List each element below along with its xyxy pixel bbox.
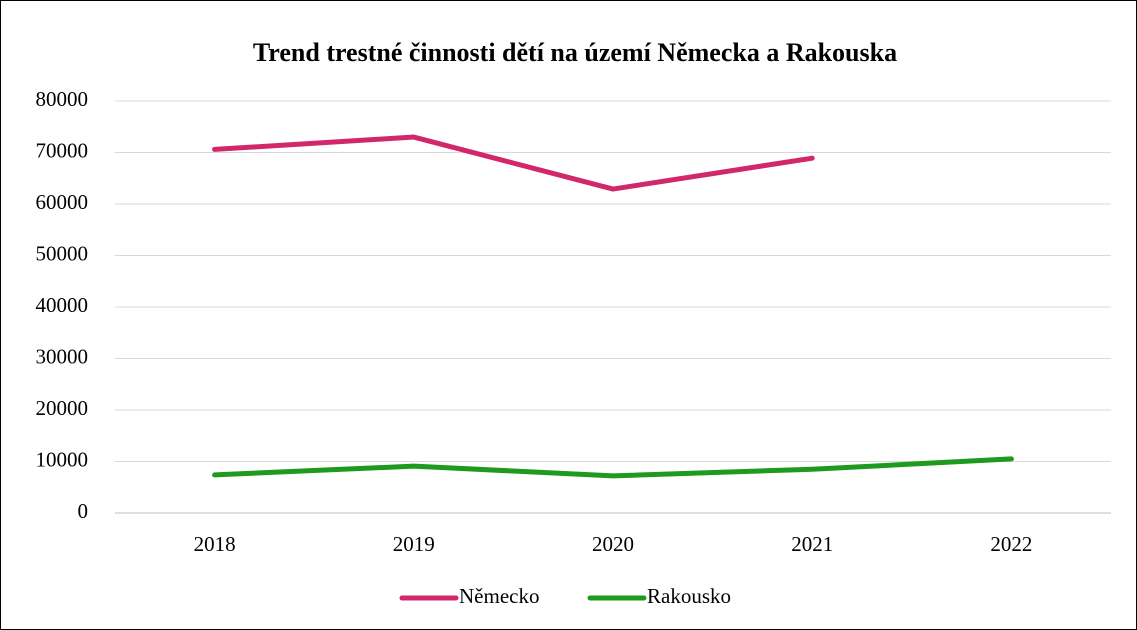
- series-line: [212, 456, 1014, 479]
- y-tick-label: 50000: [36, 241, 89, 265]
- chart-title: Trend trestné činnosti dětí na území Něm…: [253, 38, 897, 67]
- y-tick-label: 20000: [36, 396, 89, 420]
- y-tick-label: 10000: [36, 447, 89, 471]
- series-line: [212, 134, 815, 192]
- y-tick-label: 40000: [36, 293, 89, 317]
- x-tick-label: 2020: [592, 532, 634, 556]
- legend-label: Rakousko: [647, 584, 731, 608]
- legend-label: Německo: [459, 584, 539, 608]
- x-tick-label: 2019: [393, 532, 435, 556]
- x-tick-label: 2022: [990, 532, 1032, 556]
- y-tick-label: 0: [78, 499, 89, 523]
- x-tick-label: 2021: [791, 532, 833, 556]
- y-tick-label: 60000: [36, 190, 89, 214]
- y-tick-label: 30000: [36, 344, 89, 368]
- x-tick-label: 2018: [194, 532, 236, 556]
- y-tick-label: 70000: [36, 138, 89, 162]
- y-tick-label: 80000: [36, 87, 89, 111]
